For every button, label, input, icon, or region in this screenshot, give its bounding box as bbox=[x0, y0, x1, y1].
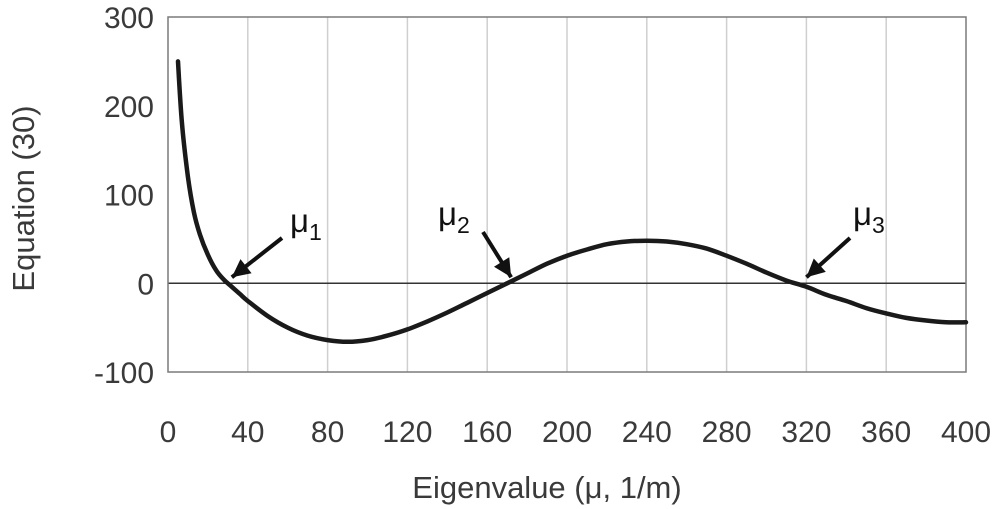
annotation-label-mu2: μ2 bbox=[438, 195, 470, 238]
x-tick-label: 200 bbox=[542, 416, 592, 449]
x-tick-label: 160 bbox=[462, 416, 512, 449]
plot-area-frame bbox=[167, 16, 967, 373]
x-axis-tick-labels: 0 40 80 120 160 200 240 280 320 360 400 bbox=[160, 416, 991, 449]
y-tick-label: 200 bbox=[104, 91, 154, 124]
y-tick-label: 300 bbox=[104, 2, 154, 35]
x-tick-label: 400 bbox=[941, 416, 991, 449]
x-tick-label: 240 bbox=[622, 416, 672, 449]
x-tick-label: 0 bbox=[160, 416, 177, 449]
x-tick-label: 320 bbox=[781, 416, 831, 449]
y-tick-label: 100 bbox=[104, 180, 154, 213]
x-axis-title: Eigenvalue (μ, 1/m) bbox=[412, 470, 681, 505]
x-tick-label: 80 bbox=[311, 416, 344, 449]
y-axis-tick-labels: -100 0 100 200 300 bbox=[94, 2, 154, 390]
y-axis-title: Equation (30) bbox=[6, 105, 41, 291]
series-line-group bbox=[175, 59, 969, 345]
x-tick-label: 40 bbox=[231, 416, 264, 449]
annotation-arrow-head bbox=[806, 258, 826, 278]
vertical-gridlines bbox=[247, 17, 887, 372]
series-line bbox=[175, 59, 969, 345]
annotation-arrow-head bbox=[494, 257, 512, 278]
x-tick-label: 280 bbox=[702, 416, 752, 449]
y-tick-label: 0 bbox=[137, 268, 154, 301]
y-tick-label: -100 bbox=[94, 357, 154, 390]
x-tick-label: 120 bbox=[382, 416, 432, 449]
annotation-label-mu1: μ1 bbox=[290, 202, 322, 245]
annotation-arrow-head bbox=[231, 259, 252, 278]
annotation-label-mu3: μ3 bbox=[853, 195, 885, 238]
x-tick-label: 360 bbox=[861, 416, 911, 449]
root-annotations: μ1 μ2 μ3 bbox=[230, 195, 885, 279]
